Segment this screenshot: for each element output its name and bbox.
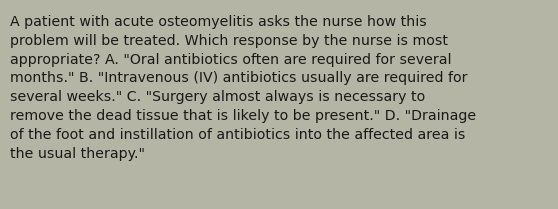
Text: A patient with acute osteomyelitis asks the nurse how this
problem will be treat: A patient with acute osteomyelitis asks … bbox=[10, 15, 476, 161]
